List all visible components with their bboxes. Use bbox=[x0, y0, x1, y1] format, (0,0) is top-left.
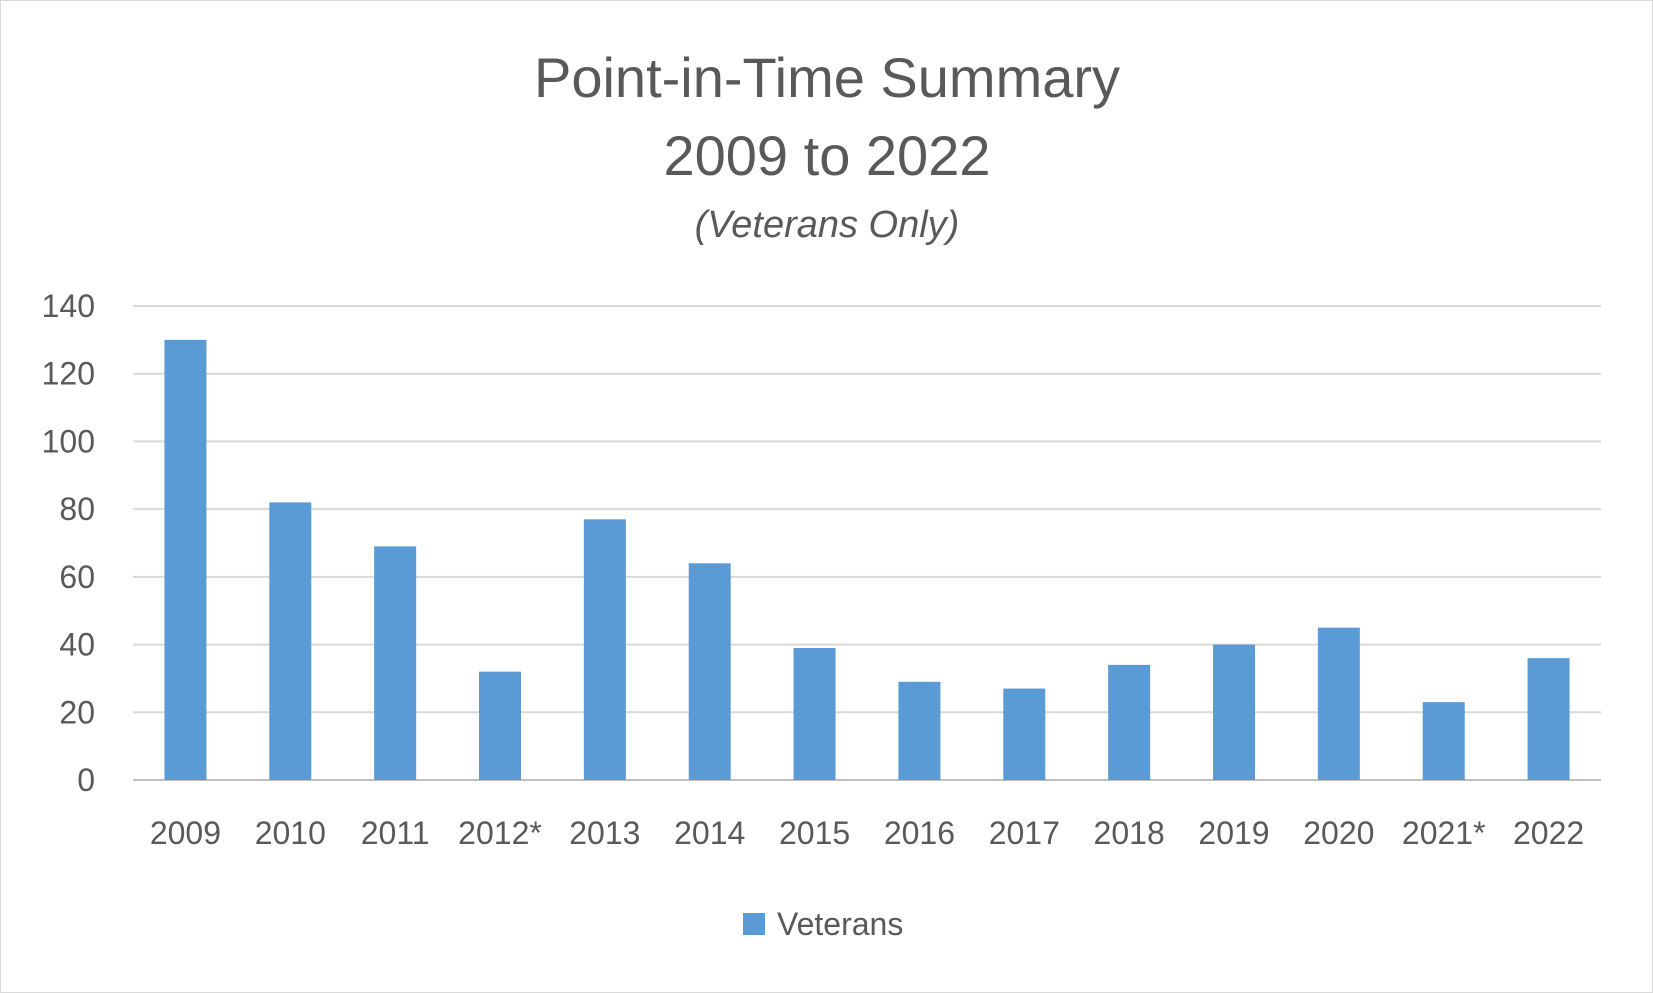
y-tick-label: 120 bbox=[42, 356, 95, 392]
legend: Veterans bbox=[743, 906, 903, 942]
x-tick-label: 2016 bbox=[884, 815, 955, 851]
x-tick-label: 2017 bbox=[989, 815, 1060, 851]
bar-2013 bbox=[583, 519, 626, 780]
x-tick-label: 2012* bbox=[458, 815, 542, 851]
bar-2012-star bbox=[479, 671, 521, 780]
x-tick-label: 2018 bbox=[1094, 815, 1165, 851]
legend-swatch-veterans bbox=[743, 913, 765, 935]
chart-title-line2: 2009 to 2022 bbox=[664, 124, 991, 187]
bar-2010 bbox=[269, 502, 312, 780]
y-tick-label: 100 bbox=[42, 423, 95, 459]
bar-2020 bbox=[1317, 627, 1360, 780]
y-tick-label: 140 bbox=[42, 288, 95, 324]
y-tick-label: 60 bbox=[59, 559, 95, 595]
bar-2018 bbox=[1108, 664, 1151, 780]
x-tick-label: 2022 bbox=[1513, 815, 1584, 851]
bar-2011 bbox=[374, 546, 417, 780]
x-tick-label: 2011 bbox=[361, 815, 430, 851]
bars bbox=[164, 339, 1570, 780]
bar-2009 bbox=[164, 339, 207, 780]
x-tick-label: 2020 bbox=[1303, 815, 1374, 851]
gridlines bbox=[133, 305, 1601, 781]
x-tick-label: 2014 bbox=[674, 815, 745, 851]
y-tick-label: 40 bbox=[59, 627, 95, 663]
x-tick-label: 2021* bbox=[1402, 815, 1486, 851]
legend-label-veterans: Veterans bbox=[777, 906, 903, 942]
y-tick-label: 80 bbox=[59, 491, 95, 527]
bar-2015 bbox=[793, 647, 836, 780]
x-tick-label: 2013 bbox=[569, 815, 640, 851]
bar-2019 bbox=[1213, 644, 1255, 780]
y-tick-label: 20 bbox=[59, 694, 95, 730]
x-tick-label: 2019 bbox=[1198, 815, 1269, 851]
x-tick-label: 2010 bbox=[255, 815, 326, 851]
x-tick-label: 2009 bbox=[150, 815, 221, 851]
bar-2016 bbox=[898, 681, 941, 780]
y-axis-tick-labels: 0 20 40 60 80 100 120 140 bbox=[42, 288, 95, 798]
x-tick-label: 2015 bbox=[779, 815, 850, 851]
bar-2022 bbox=[1527, 658, 1570, 780]
chart-title: Point-in-Time Summary bbox=[534, 46, 1120, 109]
x-axis-tick-labels: 2009 2010 2011 2012* 2013 2014 2015 2016 2017 201… bbox=[150, 815, 1584, 851]
y-tick-label: 0 bbox=[77, 762, 95, 798]
bar-2017 bbox=[1003, 688, 1046, 780]
bar-2021-star bbox=[1422, 702, 1465, 780]
bar-2014 bbox=[688, 563, 731, 780]
chart-subtitle: (Veterans Only) bbox=[695, 204, 960, 246]
